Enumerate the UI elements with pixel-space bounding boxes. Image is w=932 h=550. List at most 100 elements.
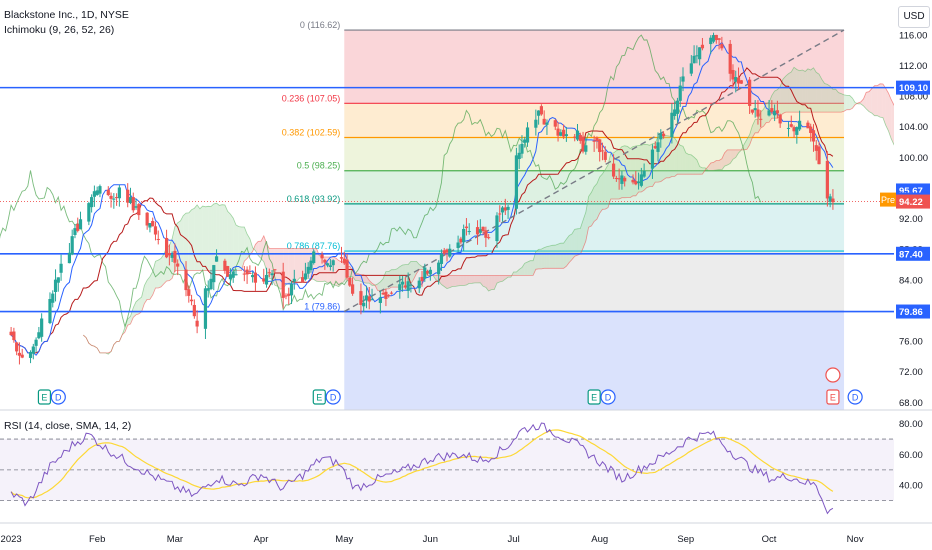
candle — [595, 137, 599, 141]
ichimoku-cloud — [508, 275, 511, 278]
candle — [15, 342, 19, 352]
earnings-event-icon — [826, 389, 840, 405]
candle — [739, 80, 743, 84]
ichimoku-cloud — [205, 206, 209, 271]
candle — [131, 197, 135, 211]
ichimoku-cloud — [496, 275, 500, 284]
candle — [262, 278, 266, 282]
ichimoku-cloud — [297, 248, 300, 281]
ichimoku-cloud — [866, 91, 870, 112]
ichimoku-cloud — [830, 86, 833, 113]
fib-level-label: 0.618 (93.92) — [287, 194, 341, 204]
candle — [811, 130, 816, 142]
ichimoku-cloud — [821, 79, 825, 113]
ichimoku-cloud — [763, 103, 767, 127]
candle — [145, 212, 149, 226]
candle — [51, 293, 55, 303]
candle — [817, 146, 821, 165]
candle — [484, 230, 488, 238]
price-label-text: Pre — [881, 195, 895, 205]
split-event-icon — [825, 367, 841, 383]
ichimoku-cloud — [180, 215, 184, 271]
rsi-axis-tick: 60.00 — [899, 450, 923, 461]
ichimoku-cloud — [161, 254, 164, 287]
candle — [487, 237, 491, 239]
event-label: E — [316, 393, 322, 403]
ichimoku-cloud — [241, 227, 245, 271]
candle — [223, 260, 227, 271]
price-label — [896, 80, 930, 95]
candle — [767, 110, 771, 116]
price-label-text: 94.22 — [899, 197, 923, 208]
ichimoku-cloud — [388, 269, 392, 289]
candle — [156, 238, 160, 240]
candle — [734, 77, 738, 82]
ichimoku-cloud — [882, 84, 886, 126]
candle — [417, 280, 421, 289]
candle — [359, 291, 363, 305]
candle — [87, 203, 91, 222]
candle — [195, 320, 199, 327]
candle — [711, 35, 716, 42]
indicator-label[interactable]: Ichimoku (9, 26, 52, 26) — [4, 24, 115, 36]
ichimoku-cloud — [285, 248, 289, 285]
ichimoku-cloud — [191, 208, 195, 271]
candle — [428, 269, 432, 275]
ichimoku-cloud — [419, 264, 423, 270]
candle — [439, 253, 444, 264]
ichimoku-cloud — [233, 218, 236, 271]
ichimoku-cloud — [227, 211, 231, 271]
candle — [248, 272, 252, 274]
price-axis-tick: 68.00 — [899, 398, 923, 409]
candle — [345, 259, 349, 278]
candle — [700, 44, 705, 49]
candle — [184, 269, 188, 291]
ichimoku-cloud — [524, 262, 528, 276]
candle — [773, 110, 777, 116]
ichimoku-cloud — [760, 109, 764, 129]
ichimoku-cloud — [219, 204, 223, 271]
candle — [109, 195, 113, 199]
event-label: D — [852, 393, 859, 403]
candle — [381, 292, 385, 295]
ichimoku-cloud — [447, 275, 450, 289]
candle — [12, 331, 16, 341]
ichimoku-cloud — [699, 166, 703, 175]
ichimoku-cloud — [558, 243, 561, 269]
ichimoku-cloud — [583, 212, 586, 249]
ichimoku-cloud — [605, 165, 609, 210]
candle — [398, 284, 402, 291]
ichimoku-cloud — [810, 67, 814, 113]
candle — [128, 197, 133, 204]
dividend-event-icon — [325, 389, 341, 405]
ichimoku-cloud — [577, 228, 581, 256]
candle — [320, 254, 324, 259]
rsi-indicator-label[interactable]: RSI (14, close, SMA, 14, 2) — [4, 420, 132, 432]
ichimoku-cloud — [230, 214, 234, 271]
symbol-title[interactable]: Blackstone Inc., 1D, NYSE — [4, 9, 129, 21]
time-axis-tick: Oct — [762, 534, 777, 545]
candle — [831, 198, 835, 203]
ichimoku-cloud — [291, 248, 295, 284]
candle — [312, 251, 316, 264]
candle — [17, 352, 22, 356]
ichimoku-cloud — [719, 158, 722, 170]
candle — [251, 275, 255, 278]
currency-button[interactable]: USD — [898, 6, 930, 28]
candle — [209, 278, 213, 290]
candle — [678, 85, 682, 101]
candle — [809, 126, 813, 133]
candle — [728, 43, 732, 74]
ichimoku-cloud — [394, 268, 398, 288]
candle — [825, 160, 829, 199]
fib-trend-line — [343, 29, 845, 313]
candle — [598, 139, 602, 153]
candle — [56, 277, 60, 283]
time-axis-tick: Nov — [847, 534, 864, 545]
ichimoku-cloud — [707, 162, 711, 171]
candle — [37, 332, 41, 339]
ichimoku-cloud — [824, 83, 828, 113]
ichimoku-cloud — [255, 241, 259, 256]
candle — [292, 278, 296, 282]
